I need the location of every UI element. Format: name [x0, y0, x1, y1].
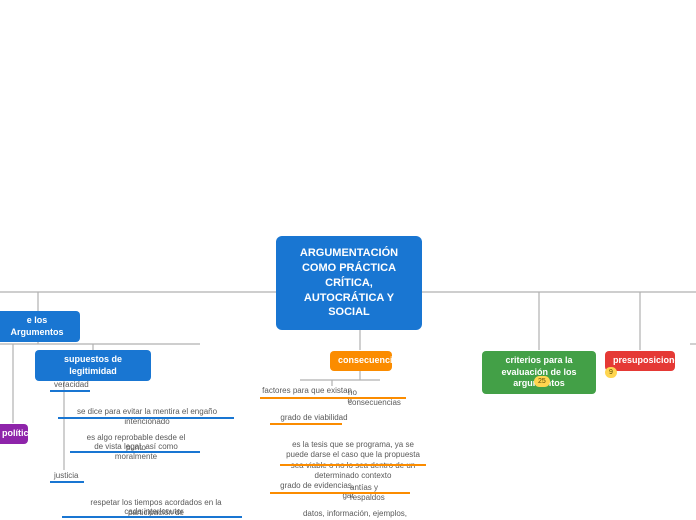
- underline-viabilidad: [270, 423, 342, 425]
- sub-justicia[interactable]: justicia: [54, 471, 78, 481]
- underline-veracidad-desc: [58, 417, 234, 419]
- node-supuestos-legitimidad[interactable]: supuestos de legitimidad: [35, 350, 151, 381]
- sub-veracidad[interactable]: veracidad: [54, 380, 89, 390]
- underline-justicia: [50, 481, 84, 483]
- underline-veracidad: [50, 390, 90, 392]
- sub-viabilidad[interactable]: grado de viabilidad: [274, 413, 354, 423]
- center-topic[interactable]: ARGUMENTACIÓN COMO PRÁCTICA CRÍTICA, AUT…: [276, 236, 422, 330]
- underline-factores: [260, 397, 406, 399]
- underline-evidencias: [270, 492, 410, 494]
- sub-evidencias-desc: datos, información, ejemplos, explicacio…: [284, 509, 426, 520]
- underline-viabilidad-desc: [280, 464, 426, 466]
- underline-veracidad-desc2: [70, 451, 200, 453]
- badge-count-presuposiciones: 9: [605, 367, 617, 378]
- node-criterios-evaluacion[interactable]: criterios para la evaluación de los argu…: [482, 351, 596, 394]
- badge-count-criterios: 25: [534, 376, 550, 387]
- sub-viabilidad-desc: es la tesis que se programa, ya se puede…: [282, 440, 424, 482]
- underline-justicia-desc: [62, 516, 242, 518]
- node-politicas[interactable]: políticas: [0, 424, 28, 444]
- node-evaluacion-argumentos[interactable]: e los Argumentos: [0, 311, 80, 342]
- node-consecuencias[interactable]: consecuencias: [330, 351, 392, 371]
